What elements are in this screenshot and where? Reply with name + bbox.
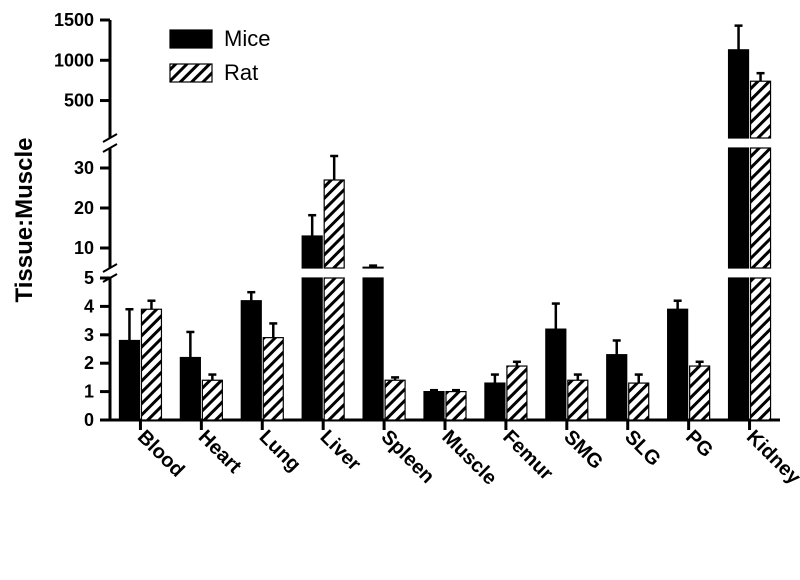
category-label: Muscle [437,426,501,490]
y-tick-label: 5 [84,268,94,288]
category-label: Blood [133,426,189,482]
y-tick-label: 500 [64,91,94,111]
y-tick-label: 1 [84,382,94,402]
category-label: SMG [559,426,607,474]
tissue-muscle-bar-chart: 0 1 2 3 4 5 10 20 30 500 1000 1500 Tissue:Muscle Bloo… [0,0,800,580]
category-label: Spleen [377,426,439,488]
y-tick-label: 3 [84,325,94,345]
y-tick-label: 2 [84,353,94,373]
category-label: Kidney [742,426,800,489]
y-tick-label: 20 [74,198,94,218]
legend-swatch [170,64,212,82]
y-tick-label: 30 [74,158,94,178]
category-label: Liver [316,426,366,476]
category-label: PG [681,426,717,462]
category-label: Femur [498,426,557,485]
category-label: Heart [194,426,246,478]
category-label: SLG [620,426,665,471]
legend-label: Rat [224,60,258,85]
legend-label: Mice [224,26,270,51]
y-axis-label: Tissue:Muscle [11,138,38,303]
y-tick-label: 1500 [54,10,94,30]
category-label: Lung [255,426,305,476]
y-tick-label: 4 [84,296,94,316]
y-tick-label: 1000 [54,50,94,70]
legend-swatch [170,30,212,48]
y-tick-label: 0 [84,410,94,430]
y-tick-label: 10 [74,238,94,258]
